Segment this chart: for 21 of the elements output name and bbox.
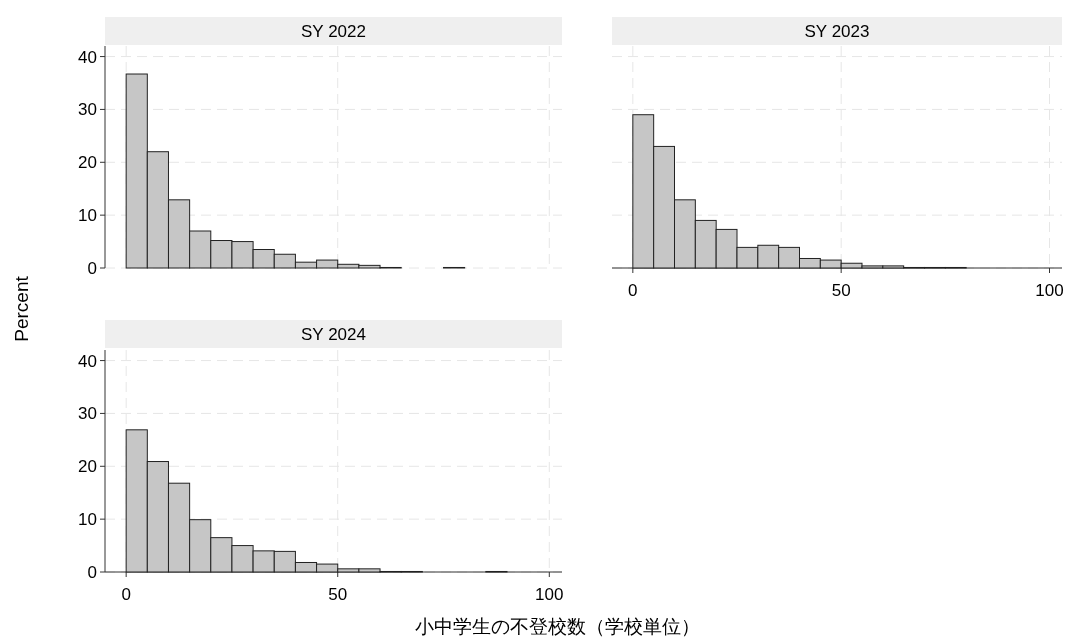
y-axis-title: Percent bbox=[11, 275, 32, 342]
chart-title: SY 2024 bbox=[301, 325, 366, 344]
y-tick-label: 10 bbox=[78, 206, 97, 226]
x-tick-label: 50 bbox=[328, 585, 348, 604]
y-tick-label: 20 bbox=[78, 457, 97, 477]
x-tick-label: 50 bbox=[831, 281, 851, 300]
y-tick-label: 10 bbox=[78, 510, 97, 530]
y-tick-label: 0 bbox=[87, 259, 97, 278]
x-axis-title: 小中学生の不登校数（学校単位） bbox=[415, 616, 700, 637]
y-tick-label: 40 bbox=[78, 351, 97, 371]
chart-title: SY 2023 bbox=[804, 22, 870, 41]
y-tick-label: 0 bbox=[87, 563, 97, 582]
y-tick-label: 30 bbox=[78, 404, 97, 424]
x-tick-label: 0 bbox=[628, 281, 638, 300]
y-tick-label: 30 bbox=[78, 100, 97, 120]
x-tick-label: 100 bbox=[1035, 281, 1064, 300]
y-tick-label: 20 bbox=[78, 153, 97, 173]
x-tick-label: 0 bbox=[121, 585, 131, 604]
y-tick-label: 40 bbox=[78, 47, 97, 67]
x-tick-label: 100 bbox=[535, 585, 564, 604]
chart-title: SY 2022 bbox=[301, 22, 366, 41]
